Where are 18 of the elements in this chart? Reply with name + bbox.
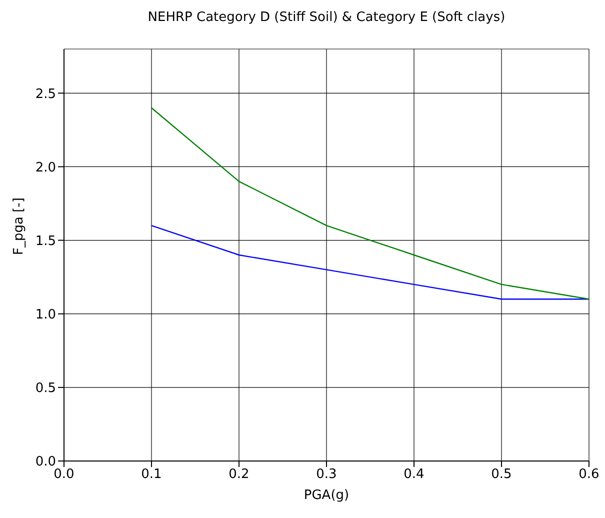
x-tick-label: 0.0 [54, 467, 74, 482]
chart-title: NEHRP Category D (Stiff Soil) & Category E (Soft clays) [146, 10, 506, 25]
line-series [150, 224, 589, 300]
x-tick-label: 0.3 [316, 467, 337, 482]
y-axis-title: F_pga [-] [12, 198, 27, 255]
y-tick-label: 2.5 [35, 86, 56, 102]
x-tick-label: 0.5 [491, 467, 512, 482]
y-tick-label: 1.0 [35, 307, 56, 322]
y-tick-label: 0.0 [35, 454, 56, 470]
x-tick-label: 0.4 [404, 467, 424, 482]
y-tick-label: 1.5 [35, 234, 56, 249]
y-tick-label: 2.0 [35, 160, 56, 176]
y-tick-label: 0.5 [35, 381, 56, 396]
line-series [150, 107, 589, 300]
x-axis-title: PGA(g) [304, 488, 350, 503]
x-tick-label: 0.6 [578, 467, 600, 482]
x-tick-label: 0.2 [228, 467, 250, 482]
x-tick-label: 0.1 [141, 467, 162, 482]
